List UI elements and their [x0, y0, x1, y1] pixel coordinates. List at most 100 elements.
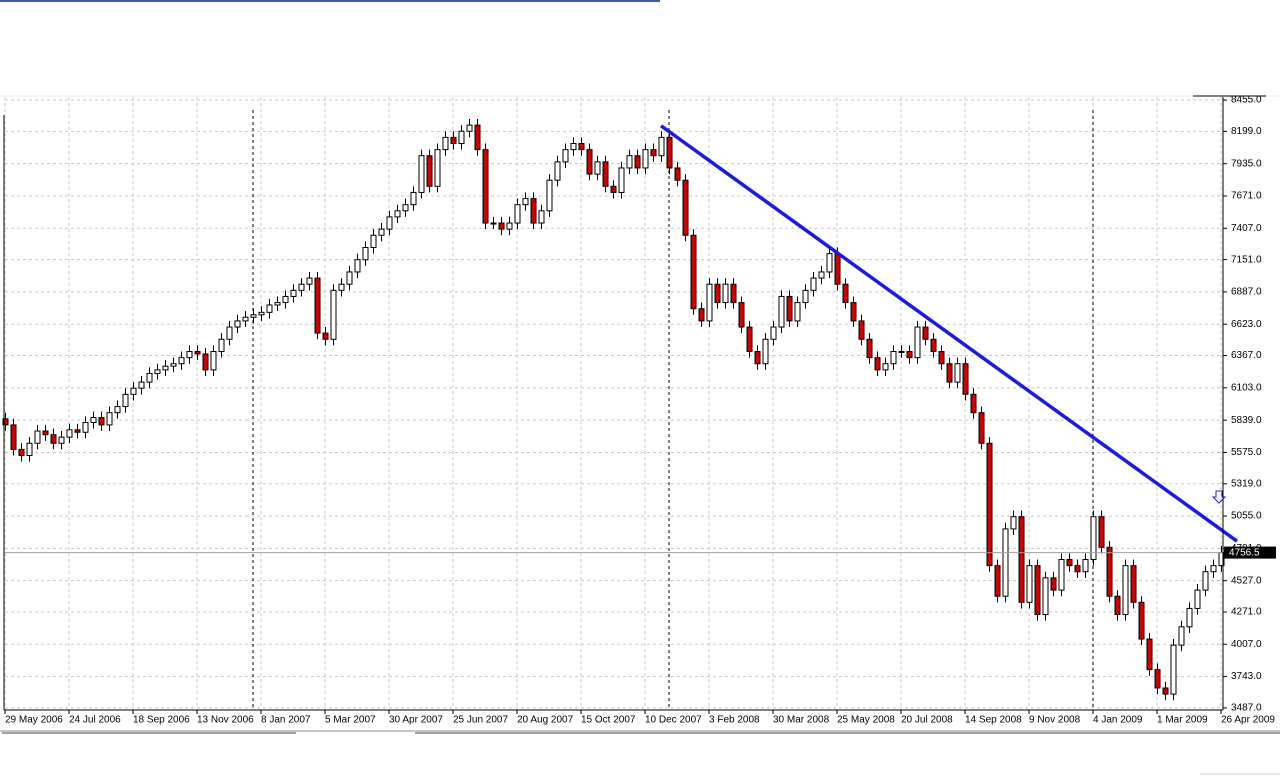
candle-body	[826, 253, 833, 273]
candle-body	[298, 283, 305, 291]
candle-body	[930, 338, 937, 352]
candle-body	[1098, 516, 1105, 548]
candle-body	[634, 155, 641, 169]
y-tick-label: 5839.0	[1231, 415, 1262, 426]
x-tick-label: 26 Apr 2009	[1221, 715, 1275, 726]
candle-body	[10, 424, 17, 450]
candle-body	[978, 412, 985, 444]
candle-body	[26, 442, 33, 457]
candle-body	[1034, 565, 1041, 616]
candle-body	[962, 363, 969, 395]
candle-body	[18, 448, 25, 457]
candle-body	[562, 149, 569, 163]
candle-body	[642, 149, 649, 169]
y-tick-label: 7407.0	[1231, 223, 1262, 234]
y-tick-label: 8455.0	[1231, 95, 1262, 106]
candle-body	[346, 271, 353, 285]
candle-body	[1194, 589, 1201, 609]
candle-body	[834, 253, 841, 285]
candle-body	[234, 320, 241, 328]
candle-body	[1090, 516, 1097, 561]
y-tick-label: 5055.0	[1231, 511, 1262, 522]
price-label-box	[1224, 546, 1276, 559]
candle-body	[466, 124, 473, 132]
candle-body	[602, 161, 609, 187]
candle-body	[530, 198, 537, 224]
alert-arrow-icon	[1211, 490, 1227, 504]
x-tick-label: 5 Mar 2007	[325, 715, 376, 726]
y-tick-label: 4527.0	[1231, 575, 1262, 586]
candle-body	[514, 204, 521, 224]
candle-body	[546, 179, 553, 212]
candle-body	[570, 142, 577, 151]
candle-body	[946, 363, 953, 383]
candle-body	[402, 204, 409, 212]
candle-body	[554, 161, 561, 181]
x-tick-label: 10 Dec 2007	[645, 715, 702, 726]
candle-body	[1106, 546, 1113, 597]
y-tick-label: 3743.0	[1231, 671, 1262, 682]
candle-body	[754, 350, 761, 365]
candle-body	[90, 417, 97, 423]
candle-body	[50, 434, 57, 444]
candle-body	[1018, 516, 1025, 603]
candle-body	[138, 381, 145, 389]
candle-body	[730, 283, 737, 304]
candle-body	[1050, 577, 1057, 591]
candle-body	[1154, 669, 1161, 689]
candle-body	[610, 185, 617, 193]
candle-body	[586, 149, 593, 175]
candle-body	[626, 155, 633, 169]
candle-body	[1058, 559, 1065, 591]
candle-body	[186, 350, 193, 359]
candle-body	[106, 412, 113, 426]
candle-body	[1130, 565, 1137, 603]
candle-body	[818, 271, 825, 279]
y-tick-label: 5319.0	[1231, 478, 1262, 489]
candle-body	[250, 314, 257, 318]
y-tick-label: 4007.0	[1231, 639, 1262, 650]
candle-body	[474, 124, 481, 151]
candle-body	[282, 295, 289, 304]
candle-body	[370, 234, 377, 248]
y-tick-label: 6103.0	[1231, 382, 1262, 393]
candle-body	[378, 228, 385, 236]
candle-body	[34, 430, 41, 444]
candle-body	[490, 222, 497, 225]
candle-body	[794, 302, 801, 322]
candle-body	[874, 357, 881, 371]
candle-body	[1170, 644, 1177, 695]
candle-body	[746, 326, 753, 352]
candle-body	[666, 136, 673, 169]
candle-body	[506, 222, 513, 230]
candle-body	[762, 338, 769, 365]
candle-body	[578, 142, 585, 151]
candle-body	[1186, 607, 1193, 628]
candle-body	[674, 167, 681, 181]
candle-body	[1114, 595, 1121, 616]
candle-body	[170, 363, 177, 367]
candle-body	[770, 326, 777, 340]
candle-body	[1002, 528, 1009, 597]
x-tick-label: 25 May 2008	[837, 715, 895, 726]
candle-body	[42, 430, 49, 436]
candle-body	[1074, 565, 1081, 573]
candle-body	[842, 283, 849, 304]
candle-body	[1178, 626, 1185, 646]
x-tick-label: 3 Feb 2008	[709, 715, 760, 726]
candle-body	[970, 393, 977, 414]
candle-body	[266, 304, 273, 313]
x-tick-label: 15 Oct 2007	[581, 715, 636, 726]
candle-body	[922, 326, 929, 340]
candle-body	[130, 387, 137, 395]
candle-body	[906, 350, 913, 359]
candle-body	[258, 311, 265, 316]
candle-body	[690, 234, 697, 310]
candle-body	[330, 289, 337, 340]
y-tick-label: 6887.0	[1231, 287, 1262, 298]
candle-body	[810, 277, 817, 291]
x-tick-label: 24 Jul 2006	[69, 715, 121, 726]
candle-body	[426, 155, 433, 187]
candle-body	[1138, 601, 1145, 640]
candle-body	[882, 363, 889, 371]
